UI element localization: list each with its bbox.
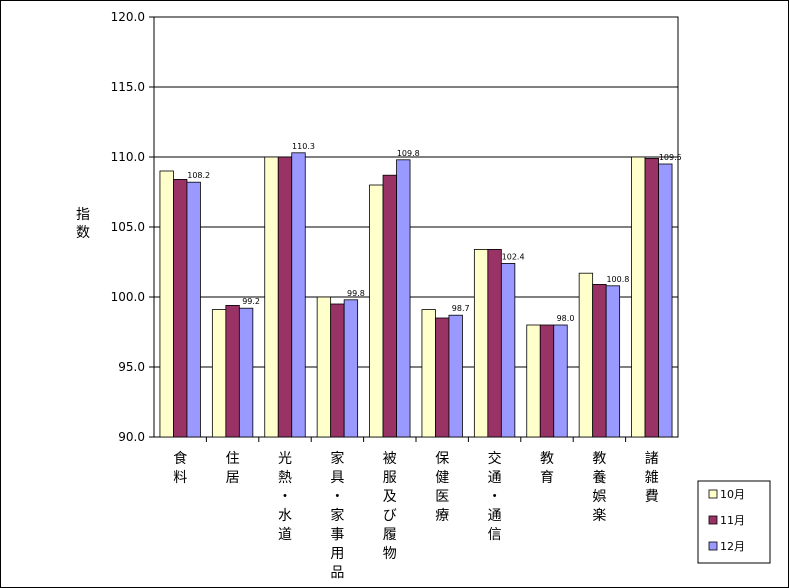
data-label: 102.4 <box>502 252 525 261</box>
bar <box>264 156 279 438</box>
bar <box>644 157 659 438</box>
legend-label: 10月 <box>720 488 745 501</box>
bar <box>526 324 541 438</box>
category-label: 用 <box>330 546 344 562</box>
y-tick-label: 95.0 <box>118 360 145 374</box>
category-label: 保 <box>435 451 449 467</box>
bar <box>500 262 516 438</box>
data-label: 98.7 <box>452 304 470 313</box>
bar <box>186 181 201 438</box>
bar <box>473 248 489 438</box>
bar <box>225 304 240 438</box>
data-label: 109.8 <box>397 149 420 158</box>
category-label: 住 <box>226 451 240 467</box>
data-label: 100.8 <box>606 275 629 284</box>
bar <box>330 303 345 438</box>
category-label: 履 <box>383 527 397 543</box>
category-label: 教 <box>540 451 554 467</box>
category-label: 食 <box>173 450 187 467</box>
category-label: ・ <box>330 489 344 505</box>
bar <box>291 152 306 438</box>
category-label: 居 <box>226 470 240 486</box>
data-label: 108.2 <box>187 171 210 180</box>
legend-swatch <box>708 541 718 551</box>
y-tick-label: 115.0 <box>111 80 145 94</box>
bar <box>369 184 384 438</box>
bar <box>211 309 227 438</box>
y-tick-label: 120.0 <box>111 10 145 24</box>
bar <box>159 170 174 438</box>
y-axis-label-char: 数 <box>76 225 90 241</box>
bar <box>487 248 502 438</box>
bar <box>316 296 332 438</box>
legend-label: 11月 <box>720 514 745 527</box>
category-label: 信 <box>488 527 502 543</box>
category-label: 服 <box>383 470 397 486</box>
category-label: 医 <box>435 489 449 505</box>
data-label: 109.5 <box>659 153 682 162</box>
legend-label: 12月 <box>720 540 745 553</box>
category-label: 費 <box>645 489 659 505</box>
legend-swatch <box>708 515 718 525</box>
category-label: ・ <box>488 489 502 505</box>
category-label: 品 <box>330 565 344 581</box>
category-label: 育 <box>540 470 554 486</box>
category-label: 諸 <box>645 451 659 467</box>
bar <box>605 285 621 438</box>
category-label: 被 <box>383 451 397 467</box>
y-tick-label: 100.0 <box>111 290 145 304</box>
category-label: 物 <box>383 546 397 562</box>
category-label: 水 <box>278 508 292 524</box>
category-label: 雑 <box>645 470 659 486</box>
category-label: び <box>383 508 397 524</box>
data-label: 99.8 <box>347 289 365 298</box>
bar <box>631 156 646 438</box>
category-label: 楽 <box>592 508 606 524</box>
category-label: 事 <box>330 527 344 543</box>
bar <box>343 299 359 438</box>
y-tick-label: 105.0 <box>111 220 145 234</box>
category-label: 娯 <box>592 489 606 505</box>
category-label: 熱 <box>278 470 292 486</box>
category-label: 光 <box>278 451 292 467</box>
bar <box>435 317 450 438</box>
bar <box>592 283 607 438</box>
category-label: 通 <box>488 508 502 524</box>
bar <box>448 314 463 438</box>
category-label: 具 <box>330 470 344 486</box>
bar <box>539 324 555 438</box>
bar <box>173 178 188 438</box>
data-label: 99.2 <box>242 297 260 306</box>
category-label: 及 <box>383 489 397 505</box>
bar <box>658 163 673 438</box>
category-label: 養 <box>592 469 606 486</box>
category-label: 通 <box>488 470 502 486</box>
category-label: 道 <box>278 527 292 543</box>
bar <box>421 309 436 438</box>
bar <box>382 174 397 438</box>
category-label: 交 <box>488 450 502 467</box>
y-axis-label-char: 指 <box>76 207 90 223</box>
category-label: 料 <box>173 470 187 486</box>
category-label: 家 <box>330 450 344 467</box>
y-tick-label: 110.0 <box>111 150 145 164</box>
y-tick-label: 90.0 <box>118 430 145 444</box>
data-label: 110.3 <box>292 142 315 151</box>
category-label: 家 <box>330 507 344 524</box>
bar <box>578 272 594 438</box>
category-label: 教 <box>592 451 606 467</box>
category-label: ・ <box>278 489 292 505</box>
bar <box>396 159 411 438</box>
legend: 10月 11月 12月 <box>697 480 771 564</box>
category-label: 健 <box>435 470 449 486</box>
category-label: 療 <box>435 507 449 524</box>
bar <box>553 324 568 438</box>
data-label: 98.0 <box>557 314 575 323</box>
bar <box>277 156 293 438</box>
bar <box>238 307 254 438</box>
legend-swatch <box>708 489 718 499</box>
